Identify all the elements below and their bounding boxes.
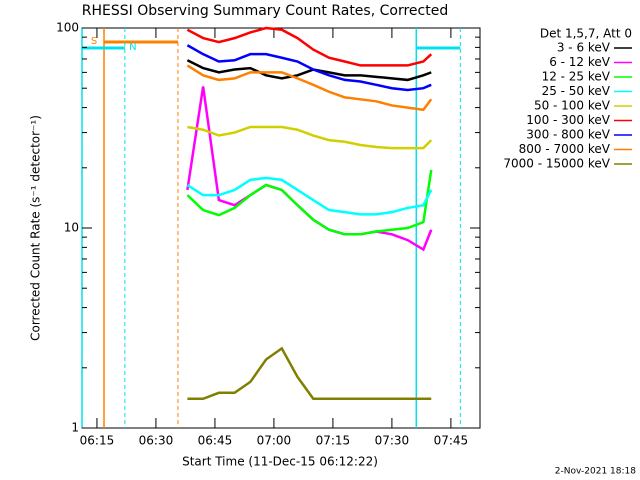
legend-label: 50 - 100 keV (534, 99, 611, 113)
y-axis-label: Corrected Count Rate (s⁻¹ detector⁻¹) (29, 115, 43, 341)
legend-label: 12 - 25 keV (542, 70, 611, 84)
y-tick-label: 10 (64, 221, 79, 235)
series-line (186, 169, 433, 236)
x-tick-label: 07:00 (257, 434, 292, 448)
series-line (187, 125, 433, 150)
interval-label: S (91, 36, 97, 47)
legend-label: 800 - 7000 keV (519, 142, 611, 156)
series-line (186, 86, 433, 252)
interval-label: N (129, 42, 136, 53)
legend-label: 6 - 12 keV (549, 55, 611, 69)
series-line (186, 176, 433, 216)
legend-label: 25 - 50 keV (542, 84, 611, 98)
legend-label: 7000 - 15000 keV (503, 157, 610, 171)
x-tick-label: 06:15 (80, 434, 115, 448)
legend-title: Det 1,5,7, Att 0 (540, 27, 632, 41)
y-tick-label: 1 (71, 421, 79, 435)
x-tick-label: 06:30 (139, 434, 174, 448)
x-axis-label: Start Time (11-Dec-15 06:12:22) (182, 455, 378, 469)
x-tick-label: 07:45 (434, 434, 469, 448)
legend-label: 300 - 800 keV (526, 128, 610, 142)
legend-label: 100 - 300 keV (526, 113, 610, 127)
y-tick-label: 100 (56, 21, 79, 35)
series-line (186, 59, 432, 82)
series-line (186, 26, 433, 67)
series-line (187, 346, 432, 401)
series-line (186, 44, 432, 92)
x-tick-label: 07:30 (375, 434, 410, 448)
legend-label: 3 - 6 keV (557, 41, 611, 55)
x-tick-label: 07:15 (316, 434, 351, 448)
series-line (186, 64, 433, 112)
x-tick-label: 06:45 (198, 434, 233, 448)
chart-title: RHESSI Observing Summary Count Rates, Co… (82, 3, 448, 19)
footnote: 2-Nov-2021 18:18 (555, 467, 637, 477)
